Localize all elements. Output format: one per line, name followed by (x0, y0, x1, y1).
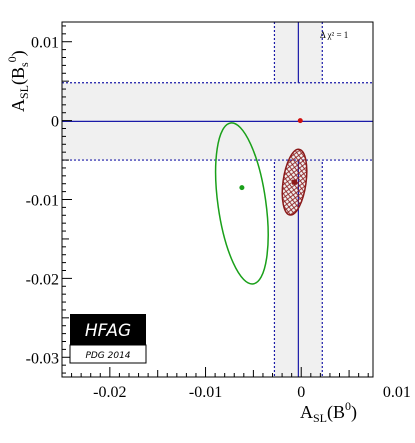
hfag-logo-subtitle: PDG 2014 (85, 351, 130, 361)
x-tick-label: -0.01 (189, 384, 222, 401)
hfag-logo-title: HFAG (85, 321, 131, 341)
tick-label-layer: -0.02 -0.01 0 0.01 0.01 0 -0.01 -0.02 -0.03 (26, 35, 411, 401)
hfag-logo-black-box (70, 314, 146, 345)
delta-chi2-annotation: Δ χ² = 1 (320, 30, 348, 40)
tick-layer (61, 25, 369, 377)
green-point (239, 185, 245, 191)
x-axis-title: ASL(B0) (300, 399, 357, 425)
y-axis-title: ASL(Bs0) (5, 50, 31, 112)
sm-point (297, 118, 303, 124)
y-tick-label: -0.03 (26, 350, 59, 367)
hfag-logo: HFAG PDG 2014 (69, 314, 147, 364)
y-tick-label: 0 (51, 114, 59, 131)
hfag-logo-white-box (69, 344, 147, 364)
y-tick-label: -0.01 (26, 193, 59, 210)
red-point (292, 179, 298, 185)
green-ellipse (214, 122, 269, 285)
y-tick-label: -0.02 (26, 271, 59, 288)
point-layer (239, 118, 303, 191)
x-tick-label: 0 (297, 384, 305, 401)
y-tick-label: 0.01 (31, 35, 59, 52)
x-tick-label: 0.01 (383, 384, 411, 401)
x-tick-label: -0.02 (93, 384, 126, 401)
